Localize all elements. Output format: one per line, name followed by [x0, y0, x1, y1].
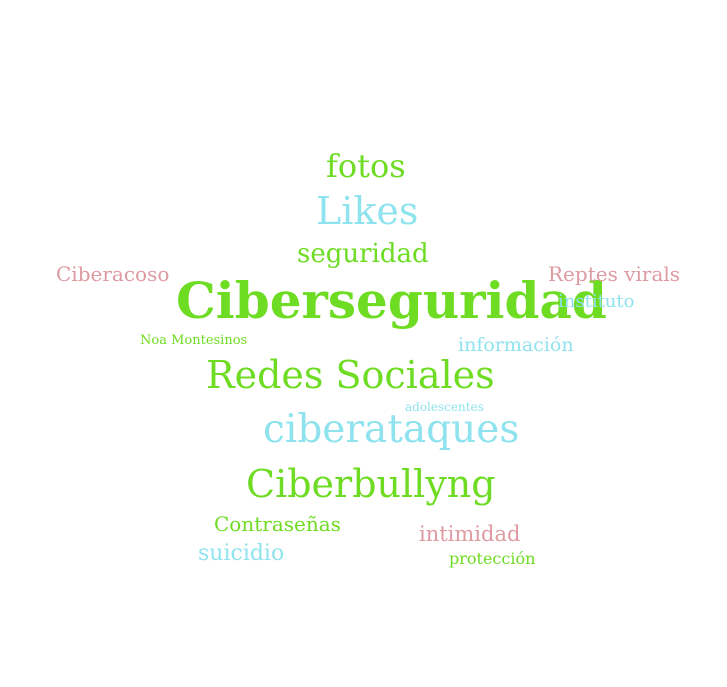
word-noa-montesinos: Noa Montesinos	[140, 333, 248, 348]
word-proteccion: protección	[449, 549, 536, 568]
word-intimidad: intimidad	[419, 522, 521, 546]
word-ciberataques: ciberataques	[263, 407, 520, 452]
word-ciberbullyng: Ciberbullyng	[246, 462, 496, 506]
word-ciberacoso: Ciberacoso	[56, 262, 170, 286]
word-likes: Likes	[316, 189, 419, 233]
word-informacion: información	[458, 334, 574, 356]
word-adolescentes: adolescentes	[405, 400, 484, 414]
word-contrasenas: Contraseñas	[214, 512, 341, 536]
word-fotos: fotos	[326, 147, 406, 185]
word-ciberseguridad: Ciberseguridad	[176, 271, 607, 330]
word-reptes-virals: Reptes virals	[548, 262, 681, 286]
word-redes-sociales: Redes Sociales	[206, 353, 495, 397]
word-instituto: instituto	[558, 291, 635, 312]
word-suicidio: suicidio	[198, 541, 285, 566]
word-seguridad: seguridad	[297, 239, 429, 269]
